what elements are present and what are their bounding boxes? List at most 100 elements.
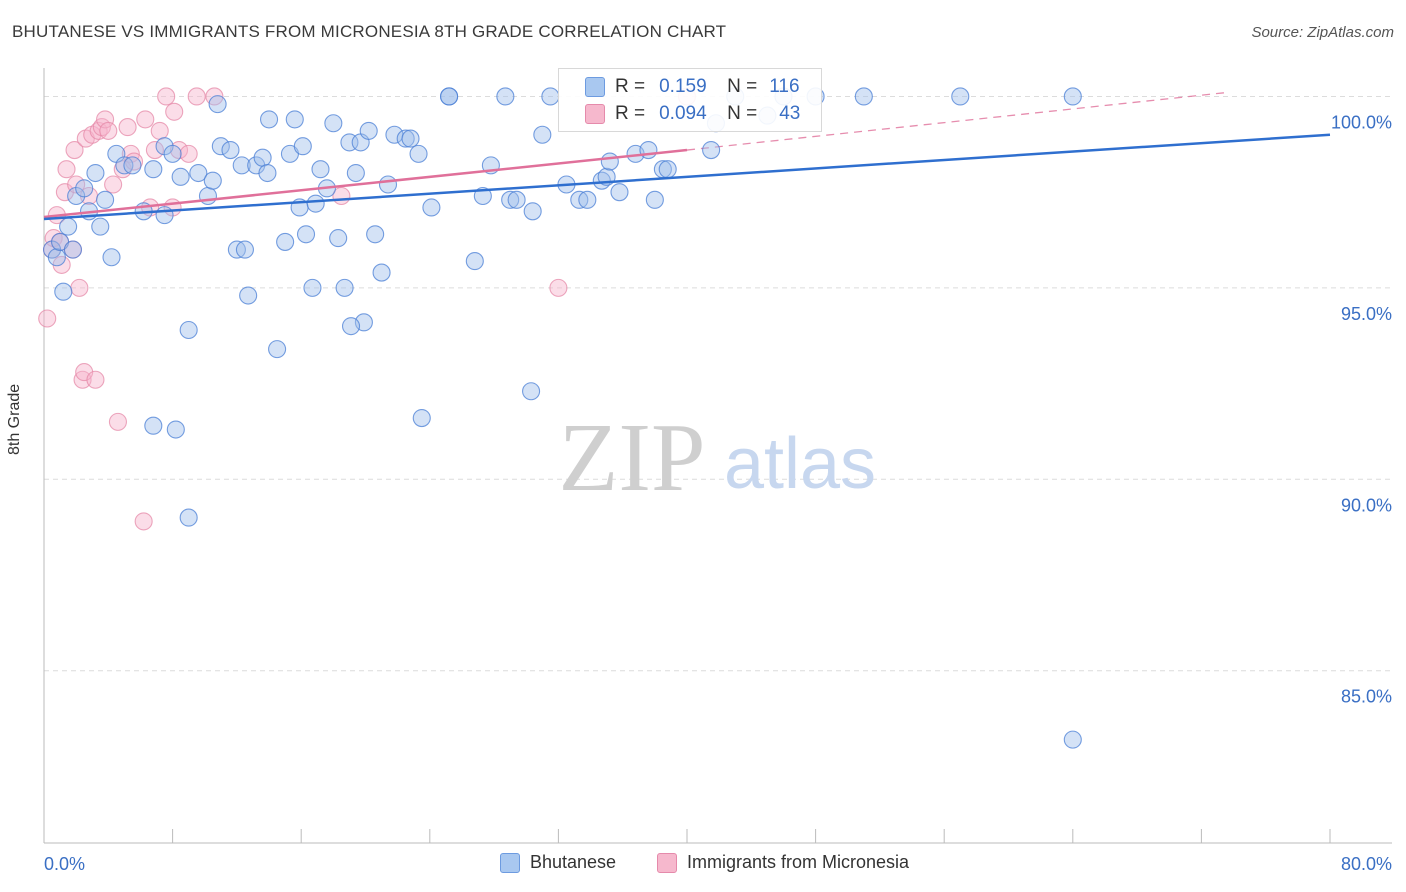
data-point-micronesia (108, 412, 127, 431)
data-point-bhutanese (422, 198, 441, 217)
data-point-bhutanese (59, 217, 78, 236)
trend-line-micronesia-extension (686, 91, 1226, 151)
series-legend: Bhutanese Immigrants from Micronesia (0, 852, 1406, 876)
data-point-bhutanese (440, 87, 459, 106)
data-point-micronesia (179, 144, 198, 163)
data-point-bhutanese (296, 225, 316, 244)
data-point-bhutanese (341, 317, 361, 336)
data-point-micronesia (157, 87, 176, 106)
data-point-micronesia (73, 370, 92, 389)
data-point-bhutanese (329, 229, 348, 248)
data-point-bhutanese (211, 137, 230, 156)
data-point-bhutanese (523, 202, 542, 221)
r-value-micronesia: 0.094 (659, 103, 707, 124)
data-point-bhutanese (239, 286, 258, 305)
data-point-bhutanese (171, 167, 190, 186)
data-point-micronesia (104, 175, 123, 194)
data-point-bhutanese (276, 232, 295, 251)
data-point-bhutanese (401, 129, 420, 148)
data-point-bhutanese (346, 163, 365, 183)
legend-row-bhutanese: R = 0.159 N = 116 (559, 74, 800, 100)
data-point-micronesia (57, 160, 76, 179)
data-point-bhutanese (285, 110, 304, 129)
trend-line-bhutanese (43, 133, 1331, 221)
data-point-micronesia (70, 278, 89, 297)
y-tick-label: 95.0% (1341, 304, 1392, 324)
data-point-bhutanese (63, 240, 82, 259)
data-point-bhutanese (179, 320, 198, 340)
data-point-micronesia (187, 87, 206, 106)
data-point-bhutanese (378, 175, 398, 194)
data-point-bhutanese (610, 183, 629, 202)
data-point-bhutanese (91, 217, 110, 236)
tick-labels: 85.0% 90.0% 95.0% 100.0% 0.0% 80.0% (44, 112, 1392, 874)
legend-row-micronesia: R = 0.094 N = 43 (559, 101, 800, 127)
legend-item-bhutanese[interactable]: Bhutanese (500, 852, 616, 873)
data-point-bhutanese (578, 190, 597, 209)
data-point-bhutanese (412, 408, 431, 428)
data-point-bhutanese (1063, 730, 1082, 749)
data-point-bhutanese (86, 163, 105, 183)
watermark-zip: ZIP (559, 404, 706, 512)
data-point-bhutanese (533, 125, 552, 144)
data-point-bhutanese (335, 278, 354, 297)
y-tick-label: 85.0% (1341, 687, 1392, 707)
data-point-bhutanese (258, 163, 277, 183)
data-point-bhutanese (1063, 87, 1082, 106)
n-label: N = (727, 76, 758, 97)
data-point-micronesia (150, 121, 169, 140)
n-label: N = (727, 103, 758, 124)
watermark: ZIP atlas (559, 404, 877, 512)
data-point-bhutanese (221, 141, 240, 160)
data-point-bhutanese (303, 278, 322, 297)
data-point-bhutanese (702, 141, 721, 160)
data-point-bhutanese (658, 160, 677, 179)
data-point-bhutanese (366, 225, 385, 244)
data-point-micronesia (145, 141, 164, 160)
data-point-bhutanese (179, 508, 198, 527)
legend-item-micronesia[interactable]: Immigrants from Micronesia (657, 852, 909, 873)
data-point-bhutanese (203, 171, 222, 190)
data-point-bhutanese (102, 248, 121, 267)
data-point-micronesia (118, 118, 137, 137)
watermark-atlas: atlas (724, 424, 876, 504)
data-point-bhutanese (163, 144, 182, 163)
data-point-bhutanese (465, 252, 484, 271)
trend-lines (43, 133, 1331, 221)
data-point-bhutanese (96, 190, 115, 209)
grid-lines (44, 95, 1392, 672)
data-point-bhutanese (235, 240, 254, 259)
data-point-micronesia (549, 278, 568, 297)
data-point-micronesia (136, 110, 155, 129)
data-point-bhutanese (507, 190, 526, 209)
data-point-bhutanese (155, 206, 174, 225)
legend-swatch-bhutanese (585, 77, 605, 97)
data-point-micronesia (134, 512, 153, 531)
trend-extension (686, 91, 1226, 151)
data-point-bhutanese (311, 160, 330, 179)
data-point-bhutanese (951, 87, 970, 106)
data-point-micronesia (165, 102, 184, 121)
legend-swatch-micronesia (657, 852, 677, 873)
data-point-bhutanese (496, 87, 515, 106)
data-point-bhutanese (854, 87, 873, 106)
legend-label-bhutanese: Bhutanese (530, 852, 617, 872)
data-point-micronesia (38, 309, 57, 328)
data-point-bhutanese (75, 179, 94, 198)
chart-title: BHUTANESE VS IMMIGRANTS FROM MICRONESIA … (12, 22, 727, 41)
data-point-bhutanese (189, 163, 208, 183)
r-label: R = (615, 76, 646, 97)
data-point-bhutanese (144, 416, 163, 435)
n-value-micronesia: 43 (779, 103, 801, 124)
data-point-micronesia (96, 110, 115, 129)
r-label: R = (615, 103, 646, 124)
data-point-micronesia (86, 370, 105, 389)
data-point-bhutanese (396, 129, 415, 148)
data-point-bhutanese (232, 156, 251, 175)
legend-swatch-micronesia (585, 104, 605, 124)
data-point-bhutanese (268, 340, 287, 359)
r-value-bhutanese: 0.159 (659, 76, 707, 97)
data-point-bhutanese (541, 87, 560, 106)
data-point-micronesia (99, 121, 118, 140)
